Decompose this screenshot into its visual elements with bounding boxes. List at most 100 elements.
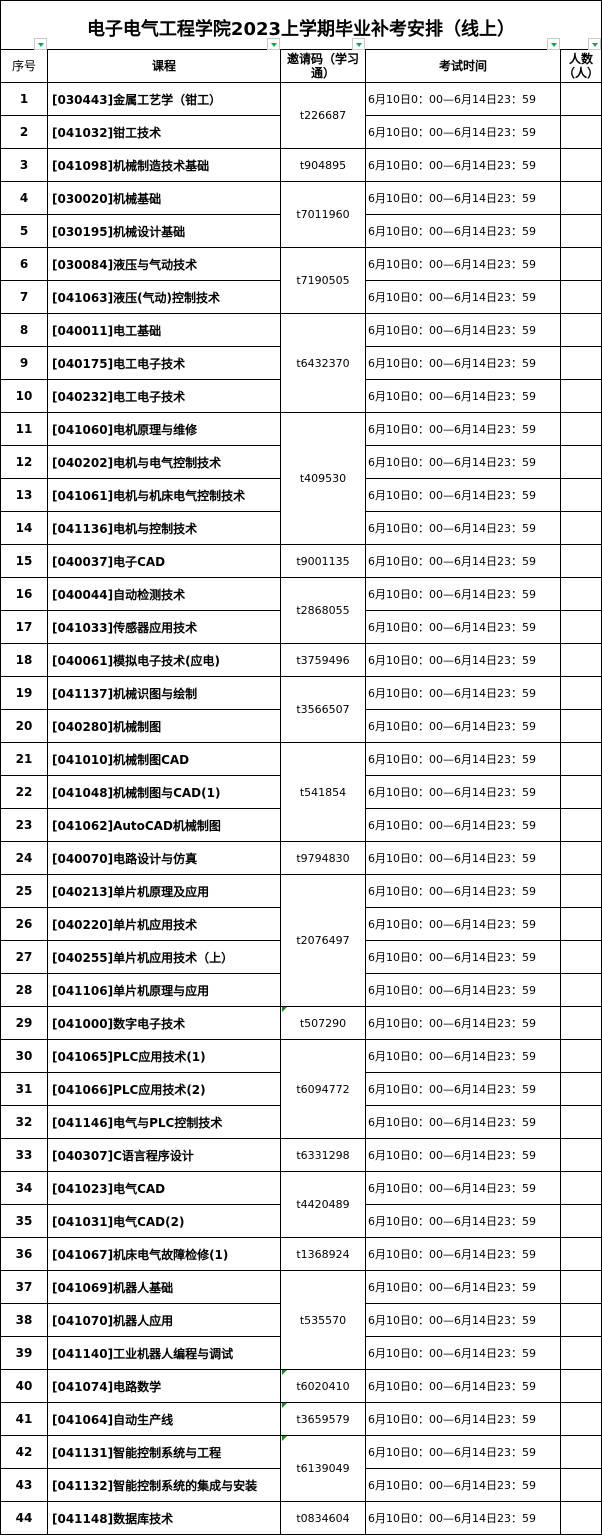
count-cell[interactable] (561, 545, 602, 578)
count-cell[interactable] (561, 248, 602, 281)
course-name[interactable]: [040044]自动检测技术 (48, 578, 281, 611)
count-cell[interactable] (561, 347, 602, 380)
invite-code[interactable]: t226687 (281, 83, 366, 149)
course-name[interactable]: [041106]单片机原理与应用 (48, 974, 281, 1007)
course-name[interactable]: [040220]单片机应用技术 (48, 908, 281, 941)
course-name[interactable]: [030020]机械基础 (48, 182, 281, 215)
count-cell[interactable] (561, 479, 602, 512)
count-cell[interactable] (561, 1436, 602, 1469)
invite-code[interactable]: t6331298 (281, 1139, 366, 1172)
course-name[interactable]: [040202]电机与电气控制技术 (48, 446, 281, 479)
course-name[interactable]: [040011]电工基础 (48, 314, 281, 347)
course-name[interactable]: [040061]模拟电子技术(应电) (48, 644, 281, 677)
invite-code[interactable]: t1368924 (281, 1238, 366, 1271)
filter-dropdown-button[interactable] (547, 38, 560, 50)
course-name[interactable]: [041148]数据库技术 (48, 1502, 281, 1535)
course-name[interactable]: [041023]电气CAD (48, 1172, 281, 1205)
invite-code[interactable]: t3759496 (281, 644, 366, 677)
count-cell[interactable] (561, 677, 602, 710)
course-name[interactable]: [040213]单片机原理及应用 (48, 875, 281, 908)
invite-code[interactable]: t6020410 (281, 1370, 366, 1403)
count-cell[interactable] (561, 809, 602, 842)
course-name[interactable]: [040280]机械制图 (48, 710, 281, 743)
count-cell[interactable] (561, 314, 602, 347)
invite-code[interactable]: t541854 (281, 743, 366, 842)
invite-code[interactable]: t409530 (281, 413, 366, 545)
count-cell[interactable] (561, 941, 602, 974)
course-name[interactable]: [041146]电气与PLC控制技术 (48, 1106, 281, 1139)
course-name[interactable]: [030443]金属工艺学（钳工） (48, 83, 281, 116)
count-cell[interactable] (561, 1040, 602, 1073)
count-cell[interactable] (561, 1205, 602, 1238)
course-name[interactable]: [040175]电工电子技术 (48, 347, 281, 380)
invite-code[interactable]: t4420489 (281, 1172, 366, 1238)
invite-code[interactable]: t9794830 (281, 842, 366, 875)
course-name[interactable]: [041136]电机与控制技术 (48, 512, 281, 545)
invite-code[interactable]: t2868055 (281, 578, 366, 644)
invite-code[interactable]: t6432370 (281, 314, 366, 413)
count-cell[interactable] (561, 1007, 602, 1040)
course-name[interactable]: [041060]电机原理与维修 (48, 413, 281, 446)
count-cell[interactable] (561, 380, 602, 413)
count-cell[interactable] (561, 83, 602, 116)
count-cell[interactable] (561, 1469, 602, 1502)
invite-code[interactable]: t6094772 (281, 1040, 366, 1139)
count-cell[interactable] (561, 413, 602, 446)
course-name[interactable]: [041010]机械制图CAD (48, 743, 281, 776)
count-cell[interactable] (561, 446, 602, 479)
course-name[interactable]: [041033]传感器应用技术 (48, 611, 281, 644)
count-cell[interactable] (561, 1271, 602, 1304)
count-cell[interactable] (561, 1337, 602, 1370)
filter-dropdown-button[interactable] (588, 38, 601, 50)
count-cell[interactable] (561, 1139, 602, 1172)
count-cell[interactable] (561, 644, 602, 677)
invite-code[interactable]: t6139049 (281, 1436, 366, 1502)
count-cell[interactable] (561, 1238, 602, 1271)
invite-code[interactable]: t9001135 (281, 545, 366, 578)
invite-code[interactable]: t535570 (281, 1271, 366, 1370)
count-cell[interactable] (561, 281, 602, 314)
count-cell[interactable] (561, 776, 602, 809)
course-name[interactable]: [041031]电气CAD(2) (48, 1205, 281, 1238)
invite-code[interactable]: t3566507 (281, 677, 366, 743)
count-cell[interactable] (561, 182, 602, 215)
filter-dropdown-button[interactable] (352, 38, 365, 50)
invite-code[interactable]: t2076497 (281, 875, 366, 1007)
count-cell[interactable] (561, 611, 602, 644)
invite-code[interactable]: t3659579 (281, 1403, 366, 1436)
invite-code[interactable]: t7190505 (281, 248, 366, 314)
count-cell[interactable] (561, 743, 602, 776)
invite-code[interactable]: t904895 (281, 149, 366, 182)
count-cell[interactable] (561, 1370, 602, 1403)
course-name[interactable]: [041064]自动生产线 (48, 1403, 281, 1436)
course-name[interactable]: [041032]钳工技术 (48, 116, 281, 149)
count-cell[interactable] (561, 1172, 602, 1205)
course-name[interactable]: [041066]PLC应用技术(2) (48, 1073, 281, 1106)
count-cell[interactable] (561, 1403, 602, 1436)
course-name[interactable]: [040232]电工电子技术 (48, 380, 281, 413)
course-name[interactable]: [030084]液压与气动技术 (48, 248, 281, 281)
course-name[interactable]: [040070]电路设计与仿真 (48, 842, 281, 875)
course-name[interactable]: [041067]机床电气故障检修(1) (48, 1238, 281, 1271)
count-cell[interactable] (561, 875, 602, 908)
course-name[interactable]: [041069]机器人基础 (48, 1271, 281, 1304)
invite-code[interactable]: t507290 (281, 1007, 366, 1040)
count-cell[interactable] (561, 1073, 602, 1106)
course-name[interactable]: [041061]电机与机床电气控制技术 (48, 479, 281, 512)
count-cell[interactable] (561, 215, 602, 248)
count-cell[interactable] (561, 116, 602, 149)
count-cell[interactable] (561, 1106, 602, 1139)
count-cell[interactable] (561, 974, 602, 1007)
course-name[interactable]: [041000]数字电子技术 (48, 1007, 281, 1040)
course-name[interactable]: [041131]智能控制系统与工程 (48, 1436, 281, 1469)
course-name[interactable]: [041132]智能控制系统的集成与安装 (48, 1469, 281, 1502)
filter-dropdown-button[interactable] (267, 38, 280, 50)
count-cell[interactable] (561, 1502, 602, 1535)
course-name[interactable]: [041063]液压(气动)控制技术 (48, 281, 281, 314)
course-name[interactable]: [040037]电子CAD (48, 545, 281, 578)
invite-code[interactable]: t0834604 (281, 1502, 366, 1535)
count-cell[interactable] (561, 842, 602, 875)
course-name[interactable]: [041062]AutoCAD机械制图 (48, 809, 281, 842)
invite-code[interactable]: t7011960 (281, 182, 366, 248)
course-name[interactable]: [030195]机械设计基础 (48, 215, 281, 248)
